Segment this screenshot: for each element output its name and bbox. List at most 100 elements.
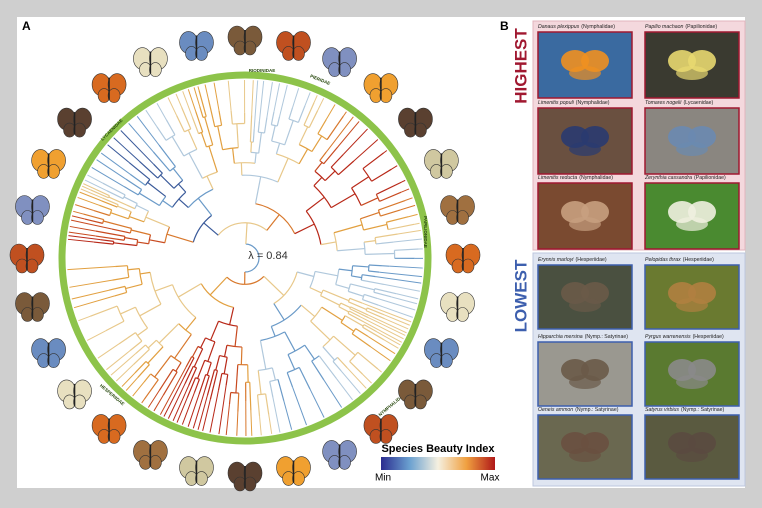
branch [117,205,132,213]
branch [304,92,311,106]
branch [383,283,420,292]
branch [305,196,325,212]
branch [136,239,139,246]
branch [360,197,379,206]
branch [204,359,212,364]
butterfly [57,379,92,410]
branch [389,265,423,269]
branch [223,357,228,374]
branch [209,390,219,433]
wing [243,476,257,492]
branch [147,181,167,197]
wing [379,88,393,103]
branch [100,152,131,175]
branch [95,235,125,241]
branch [199,105,204,118]
branch [326,115,344,140]
branch [209,370,219,400]
colorbar [381,457,495,470]
species-family: (Nymp.: Satyrinae) [681,407,725,413]
branch [191,117,200,134]
wing [440,353,453,368]
branch [273,271,298,305]
butterfly [31,338,66,368]
branch [120,306,136,315]
branch [80,188,103,199]
branch [83,213,104,221]
branch [174,334,192,359]
branch [338,160,355,176]
group-label: LOWEST [511,259,530,332]
branch [314,270,338,277]
branch [351,176,370,189]
photo-subject [676,448,708,462]
branch [185,356,193,368]
wing [107,88,121,103]
branch [113,242,137,247]
wing [31,210,44,225]
branch [127,268,140,271]
branch [208,145,218,173]
branch [121,372,136,387]
branch [73,295,115,309]
branch [97,343,120,359]
branch [255,203,296,234]
branch [193,379,200,393]
species-name: Satyrus virbius [645,407,679,413]
branch [197,86,200,91]
species-family: (Nymphalidae) [579,175,613,181]
branch [139,303,162,317]
phylogeny [67,79,424,437]
butterfly [322,47,357,77]
branch [364,240,376,243]
branch [148,234,152,244]
branch [215,355,221,371]
branch [257,370,262,395]
branch [198,131,203,135]
branch [363,321,402,343]
butterfly [179,31,214,61]
species-family: (Nymphalidae) [581,24,615,30]
branch [362,373,372,384]
branch [129,340,143,352]
branch [112,276,129,281]
branch [193,87,201,107]
branch [156,126,167,141]
branch [251,80,254,116]
species-name: Zerynthia cassandra [644,175,692,181]
branch [95,188,110,197]
branch [110,353,137,376]
branch [108,285,126,291]
branch [284,331,296,352]
photo-subject [676,66,708,80]
branch [87,174,104,184]
branch [324,170,336,182]
branch [191,346,199,358]
branch [236,123,239,148]
branch [291,88,300,109]
branch [361,279,385,286]
wing [379,429,393,444]
branch [298,126,309,145]
photo-subject [569,448,601,462]
branch [340,370,361,394]
branch [320,295,340,306]
branch [229,307,235,325]
branch [383,314,410,326]
wing [47,353,60,368]
branch [379,191,402,202]
branch [254,152,257,164]
branch [102,197,119,206]
wing [338,62,351,77]
branch [335,378,353,401]
branch [204,116,214,146]
photo-grid: Danaus plexippus (Nymphalidae) Papilio mac… [537,24,740,480]
legend-max: Max [481,473,500,484]
branch [218,320,238,327]
branch [101,200,118,208]
branch [394,248,419,251]
branch [133,348,150,365]
wing [338,455,351,470]
branch [213,82,220,112]
branch [259,416,262,436]
